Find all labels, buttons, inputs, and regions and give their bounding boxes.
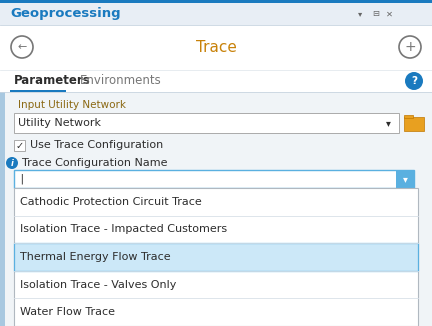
Text: Isolation Trace - Impacted Customers: Isolation Trace - Impacted Customers [20,224,227,234]
Text: +: + [404,40,416,54]
Text: Environments: Environments [80,75,162,87]
Text: Water Flow Trace: Water Flow Trace [20,307,115,317]
Text: Isolation Trace - Valves Only: Isolation Trace - Valves Only [20,280,176,289]
Text: i: i [10,158,13,168]
Bar [0,92,432,326]
Circle shape [6,157,18,169]
Text: ?: ? [411,76,417,86]
FancyBboxPatch shape [14,170,414,188]
Bar [0,25,432,70]
Bar [10,90,66,92]
Text: ⊟: ⊟ [372,9,379,19]
FancyBboxPatch shape [404,117,424,131]
Text: Parameters: Parameters [14,75,91,87]
Text: ▾: ▾ [403,174,407,184]
Text: |: | [18,174,25,184]
Text: Geoprocessing: Geoprocessing [10,7,121,21]
Text: ▾: ▾ [386,118,391,128]
FancyBboxPatch shape [14,113,399,133]
Text: ✕: ✕ [386,9,393,19]
Text: ▾: ▾ [358,9,362,19]
Bar [0,92,5,326]
FancyBboxPatch shape [14,188,418,326]
Text: ←: ← [17,42,27,52]
Text: Cathodic Protection Circuit Trace: Cathodic Protection Circuit Trace [20,197,202,207]
Text: ✓: ✓ [16,141,24,151]
FancyBboxPatch shape [396,170,414,188]
FancyBboxPatch shape [14,243,418,271]
Text: Trace: Trace [196,39,236,54]
Text: Use Trace Configuration: Use Trace Configuration [30,141,163,151]
Text: Thermal Energy Flow Trace: Thermal Energy Flow Trace [20,252,171,262]
FancyBboxPatch shape [404,115,413,118]
Bar [0,0,432,3]
FancyBboxPatch shape [14,140,25,151]
Bar [0,3,432,25]
Text: Trace Configuration Name: Trace Configuration Name [22,158,168,168]
Bar [0,70,432,92]
Text: Utility Network: Utility Network [18,118,101,128]
Circle shape [405,72,423,90]
Text: Input Utility Network: Input Utility Network [18,100,126,110]
